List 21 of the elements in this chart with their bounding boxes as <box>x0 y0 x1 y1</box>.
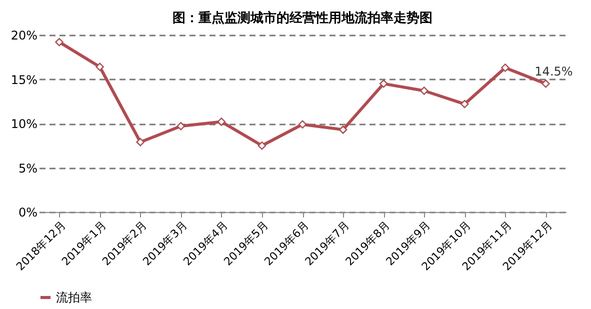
point <box>176 122 186 130</box>
point <box>338 126 348 134</box>
y-tick-label: 5% <box>18 161 38 176</box>
point <box>379 80 388 88</box>
y-tick-label: 15% <box>10 72 38 87</box>
y-tick-label: 10% <box>10 117 38 131</box>
y-tick-label: 20% <box>10 28 38 42</box>
y-tick-label: 0% <box>18 206 38 220</box>
legend-label: 流拍率 <box>56 290 92 304</box>
point <box>217 118 226 126</box>
data-label: 14.5% <box>534 64 573 79</box>
point <box>298 120 307 129</box>
point <box>460 100 469 108</box>
point <box>136 138 144 146</box>
point <box>96 62 104 71</box>
point <box>258 141 266 150</box>
point <box>420 86 428 95</box>
chart-title: 图：重点监测城市的经营性用地流拍率走势图 <box>172 10 432 26</box>
point <box>542 80 550 88</box>
point <box>55 38 64 46</box>
point <box>501 64 510 72</box>
